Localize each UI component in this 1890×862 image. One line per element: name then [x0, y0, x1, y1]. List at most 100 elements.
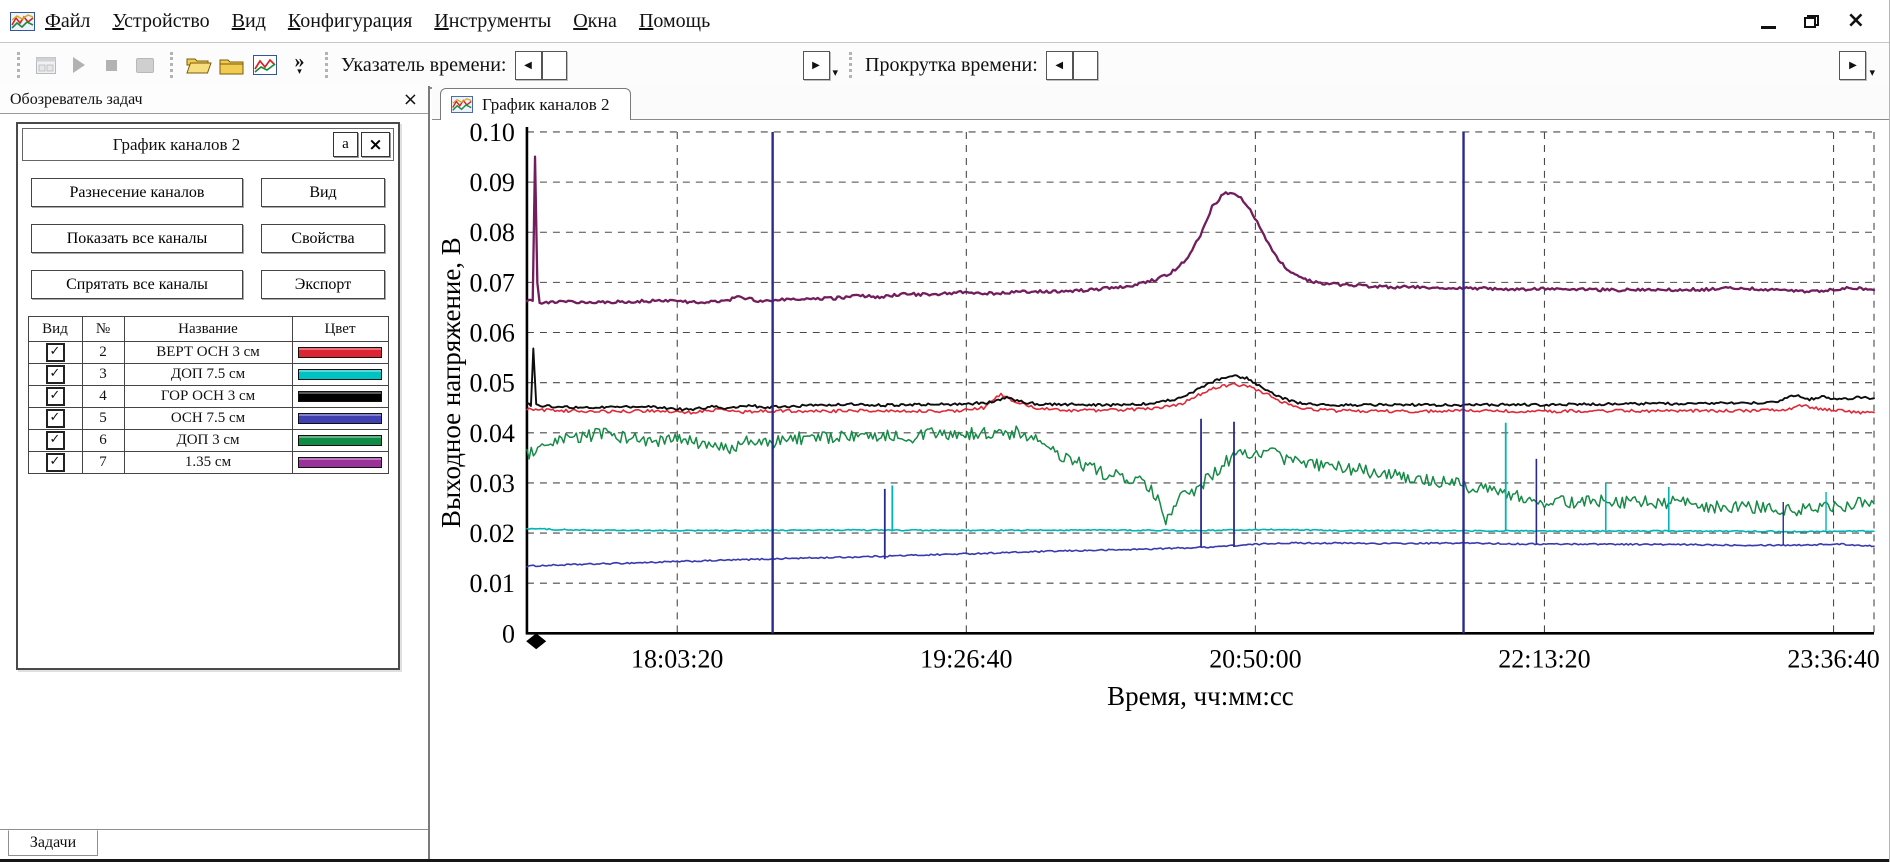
task-window: График каналов 2 a × Разнесение каналов …	[16, 122, 400, 670]
scroll-right-button[interactable]: ▶	[802, 50, 830, 80]
toolbar-grip[interactable]	[17, 52, 20, 78]
col-header-number: №	[81, 316, 125, 342]
restore-icon[interactable]	[1803, 14, 1819, 28]
channel-color-swatch[interactable]	[298, 435, 382, 447]
channel-table-body: ✓ 2 ВЕРТ ОСН 3 см ✓ 3 ДОП 7.5 см ✓ 4 ГОР ОСН 3 с…	[27, 341, 389, 474]
checkbox-checked-icon[interactable]: ✓	[45, 453, 65, 472]
checkbox-checked-icon[interactable]: ✓	[45, 387, 65, 406]
channel-color-swatch[interactable]	[298, 347, 382, 359]
svg-text:19:26:40: 19:26:40	[920, 644, 1012, 673]
channel-visible-cell[interactable]: ✓	[27, 451, 83, 474]
hide-all-channels-button[interactable]: Спрятать все каналы	[31, 270, 243, 299]
menu-device[interactable]: Устройство	[112, 9, 210, 32]
menu-file[interactable]: Файл	[45, 9, 91, 32]
close-task-button[interactable]: ×	[361, 132, 390, 157]
right-arrow-icon: ▶	[1849, 59, 1857, 71]
right-arrow-icon: ▶	[812, 59, 820, 71]
svg-text:0.06: 0.06	[469, 319, 514, 348]
channel-color-swatch[interactable]	[298, 369, 382, 381]
chart-settings-button[interactable]	[248, 50, 281, 80]
start-button[interactable]	[62, 50, 95, 80]
new-task-button[interactable]	[29, 50, 62, 80]
time-pointer-scrollbar: ◀ ▶ ▾	[514, 50, 841, 80]
menu-tools[interactable]: Инструменты	[434, 9, 552, 32]
more-tools-button[interactable]: » ▾	[283, 50, 316, 80]
scrollbar-track[interactable]	[1098, 52, 1840, 79]
channel-name: 1.35 см	[123, 451, 293, 474]
menu-view[interactable]: Вид	[231, 9, 266, 32]
col-header-name: Название	[123, 316, 293, 342]
tab-tasks[interactable]: Задачи	[8, 830, 98, 856]
folder-closed-icon	[219, 59, 244, 74]
minimize-icon[interactable]	[1760, 25, 1776, 29]
channel-color-cell[interactable]	[291, 451, 389, 474]
view-button[interactable]: Вид	[261, 178, 385, 207]
channel-number: 2	[81, 341, 125, 364]
save-file-button[interactable]	[215, 50, 248, 80]
app-logo-icon	[10, 11, 35, 31]
channel-number: 3	[81, 363, 125, 386]
channel-visible-cell[interactable]: ✓	[27, 407, 83, 430]
new-task-icon	[35, 56, 56, 74]
checkbox-checked-icon[interactable]: ✓	[45, 409, 65, 428]
scrollbar-thumb[interactable]	[1072, 50, 1098, 80]
menu-windows[interactable]: Окна	[573, 9, 617, 32]
channel-color-cell[interactable]	[291, 341, 389, 364]
channel-visible-cell[interactable]: ✓	[27, 429, 83, 452]
channel-color-cell[interactable]	[291, 363, 389, 386]
record-button[interactable]	[128, 50, 161, 80]
a-button[interactable]: a	[333, 132, 358, 157]
toolbar-grip[interactable]	[170, 52, 173, 78]
channel-row: ✓ 2 ВЕРТ ОСН 3 см	[27, 341, 389, 364]
channel-number: 4	[81, 385, 125, 408]
checkbox-checked-icon[interactable]: ✓	[45, 365, 65, 384]
spread-channels-button[interactable]: Разнесение каналов	[31, 178, 243, 207]
scroll-left-button[interactable]: ◀	[514, 50, 542, 80]
stop-button[interactable]	[95, 50, 128, 80]
scroll-right-button[interactable]: ▶	[1839, 50, 1867, 80]
toolbar-grip[interactable]	[849, 52, 853, 78]
svg-text:22:13:20: 22:13:20	[1498, 644, 1590, 673]
channel-color-cell[interactable]	[291, 407, 389, 430]
open-file-button[interactable]	[182, 50, 215, 80]
dropdown-arrow-icon[interactable]: ▾	[1869, 65, 1875, 79]
toolbar: » ▾ Указатель времени: ◀ ▶ ▾ Прокрутка в…	[0, 42, 1889, 89]
svg-text:0.09: 0.09	[469, 168, 514, 197]
toolbar-grip[interactable]	[325, 52, 328, 78]
checkbox-checked-icon[interactable]: ✓	[45, 343, 65, 362]
channel-name: ГОР ОСН 3 см	[123, 385, 293, 408]
channel-visible-cell[interactable]: ✓	[27, 341, 83, 364]
channel-name: ОСН 7.5 см	[123, 407, 293, 430]
menu-configuration[interactable]: Конфигурация	[287, 9, 413, 32]
task-actions: Разнесение каналов Вид Показать все кана…	[18, 165, 398, 299]
close-icon[interactable]: ×	[1846, 8, 1865, 33]
panel-footer-divider	[0, 829, 428, 830]
close-icon[interactable]: ×	[402, 88, 418, 110]
svg-text:0.05: 0.05	[469, 369, 514, 398]
channel-color-cell[interactable]	[291, 385, 389, 408]
record-icon	[135, 57, 154, 73]
channel-color-cell[interactable]	[291, 429, 389, 452]
properties-button[interactable]: Свойства	[261, 224, 385, 253]
channel-color-swatch[interactable]	[298, 413, 382, 425]
scrollbar-track[interactable]	[567, 52, 803, 79]
dropdown-arrow-icon[interactable]: ▾	[832, 65, 839, 79]
tab-label: График каналов 2	[482, 94, 610, 114]
channels-chart[interactable]: 0 0.01 0.02 0.03 0.04 0.05 0.06 0.07 0.08 0.09 0.1…	[432, 119, 1889, 859]
task-explorer-title: Обозреватель задач	[10, 90, 143, 108]
channel-color-swatch[interactable]	[298, 391, 382, 403]
time-scroll-scrollbar: ◀ ▶ ▾	[1045, 50, 1877, 80]
channel-name: ДОП 3 см	[123, 429, 293, 452]
tab-channel-graph-2[interactable]: График каналов 2	[440, 88, 631, 120]
left-arrow-icon: ◀	[524, 59, 532, 71]
checkbox-checked-icon[interactable]: ✓	[45, 431, 65, 450]
channel-visible-cell[interactable]: ✓	[27, 385, 83, 408]
scroll-left-button[interactable]: ◀	[1045, 50, 1073, 80]
channel-visible-cell[interactable]: ✓	[27, 363, 83, 386]
channel-color-swatch[interactable]	[298, 457, 382, 469]
scrollbar-thumb[interactable]	[541, 50, 567, 80]
export-button[interactable]: Экспорт	[261, 270, 385, 299]
show-all-channels-button[interactable]: Показать все каналы	[31, 224, 243, 253]
channel-name: ВЕРТ ОСН 3 см	[123, 341, 293, 364]
menu-help[interactable]: Помощь	[638, 9, 711, 32]
